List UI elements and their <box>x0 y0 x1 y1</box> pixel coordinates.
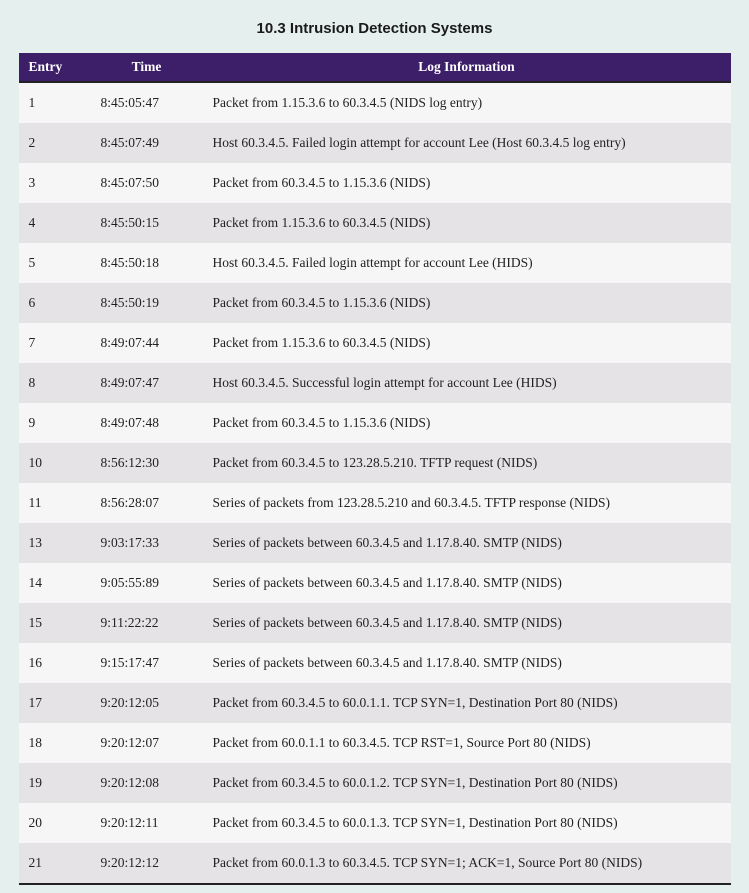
cell-time: 8:56:28:07 <box>91 483 203 523</box>
table-row: 88:49:07:47Host 60.3.4.5. Successful log… <box>19 363 731 403</box>
cell-entry: 16 <box>19 643 91 683</box>
cell-info: Packet from 60.3.4.5 to 60.0.1.1. TCP SY… <box>203 683 731 723</box>
table-row: 199:20:12:08Packet from 60.3.4.5 to 60.0… <box>19 763 731 803</box>
cell-entry: 1 <box>19 82 91 123</box>
cell-info: Packet from 1.15.3.6 to 60.3.4.5 (NIDS) <box>203 323 731 363</box>
cell-info: Packet from 1.15.3.6 to 60.3.4.5 (NIDS l… <box>203 82 731 123</box>
cell-time: 8:49:07:44 <box>91 323 203 363</box>
table-row: 18:45:05:47Packet from 1.15.3.6 to 60.3.… <box>19 82 731 123</box>
cell-entry: 20 <box>19 803 91 843</box>
cell-info: Host 60.3.4.5. Failed login attempt for … <box>203 123 731 163</box>
table-row: 108:56:12:30Packet from 60.3.4.5 to 123.… <box>19 443 731 483</box>
table-row: 28:45:07:49Host 60.3.4.5. Failed login a… <box>19 123 731 163</box>
cell-info: Packet from 1.15.3.6 to 60.3.4.5 (NIDS) <box>203 203 731 243</box>
page: 10.3 Intrusion Detection Systems Entry T… <box>0 0 749 893</box>
cell-time: 8:45:05:47 <box>91 82 203 123</box>
table-row: 179:20:12:05Packet from 60.3.4.5 to 60.0… <box>19 683 731 723</box>
cell-info: Packet from 60.3.4.5 to 60.0.1.3. TCP SY… <box>203 803 731 843</box>
cell-info: Series of packets between 60.3.4.5 and 1… <box>203 563 731 603</box>
cell-info: Packet from 60.3.4.5 to 1.15.3.6 (NIDS) <box>203 283 731 323</box>
cell-time: 9:05:55:89 <box>91 563 203 603</box>
table-row: 219:20:12:12Packet from 60.0.1.3 to 60.3… <box>19 843 731 884</box>
cell-time: 9:20:12:05 <box>91 683 203 723</box>
cell-entry: 18 <box>19 723 91 763</box>
cell-time: 8:56:12:30 <box>91 443 203 483</box>
cell-time: 8:45:50:19 <box>91 283 203 323</box>
table-row: 118:56:28:07Series of packets from 123.2… <box>19 483 731 523</box>
cell-entry: 6 <box>19 283 91 323</box>
table-row: 38:45:07:50Packet from 60.3.4.5 to 1.15.… <box>19 163 731 203</box>
cell-entry: 15 <box>19 603 91 643</box>
cell-entry: 14 <box>19 563 91 603</box>
table-row: 169:15:17:47Series of packets between 60… <box>19 643 731 683</box>
table-row: 149:05:55:89Series of packets between 60… <box>19 563 731 603</box>
cell-entry: 11 <box>19 483 91 523</box>
table-row: 139:03:17:33Series of packets between 60… <box>19 523 731 563</box>
col-header-info: Log Information <box>203 53 731 82</box>
cell-time: 9:15:17:47 <box>91 643 203 683</box>
cell-time: 9:03:17:33 <box>91 523 203 563</box>
cell-entry: 13 <box>19 523 91 563</box>
cell-info: Series of packets between 60.3.4.5 and 1… <box>203 523 731 563</box>
cell-entry: 8 <box>19 363 91 403</box>
cell-info: Host 60.3.4.5. Failed login attempt for … <box>203 243 731 283</box>
table-row: 78:49:07:44Packet from 1.15.3.6 to 60.3.… <box>19 323 731 363</box>
cell-entry: 3 <box>19 163 91 203</box>
cell-time: 8:45:50:15 <box>91 203 203 243</box>
cell-entry: 19 <box>19 763 91 803</box>
cell-info: Packet from 60.3.4.5 to 1.15.3.6 (NIDS) <box>203 403 731 443</box>
cell-info: Series of packets between 60.3.4.5 and 1… <box>203 603 731 643</box>
ids-log-table: Entry Time Log Information 18:45:05:47Pa… <box>19 53 731 885</box>
cell-time: 9:20:12:11 <box>91 803 203 843</box>
col-header-entry: Entry <box>19 53 91 82</box>
cell-time: 9:20:12:08 <box>91 763 203 803</box>
cell-info: Packet from 60.0.1.3 to 60.3.4.5. TCP SY… <box>203 843 731 884</box>
cell-info: Series of packets between 60.3.4.5 and 1… <box>203 643 731 683</box>
cell-entry: 21 <box>19 843 91 884</box>
cell-info: Host 60.3.4.5. Successful login attempt … <box>203 363 731 403</box>
table-row: 68:45:50:19Packet from 60.3.4.5 to 1.15.… <box>19 283 731 323</box>
cell-time: 8:49:07:47 <box>91 363 203 403</box>
cell-time: 9:20:12:07 <box>91 723 203 763</box>
cell-info: Series of packets from 123.28.5.210 and … <box>203 483 731 523</box>
page-title: 10.3 Intrusion Detection Systems <box>0 20 749 37</box>
cell-time: 9:11:22:22 <box>91 603 203 643</box>
cell-entry: 17 <box>19 683 91 723</box>
table-row: 159:11:22:22Series of packets between 60… <box>19 603 731 643</box>
cell-info: Packet from 60.3.4.5 to 123.28.5.210. TF… <box>203 443 731 483</box>
cell-info: Packet from 60.0.1.1 to 60.3.4.5. TCP RS… <box>203 723 731 763</box>
cell-entry: 2 <box>19 123 91 163</box>
cell-entry: 9 <box>19 403 91 443</box>
cell-time: 8:45:07:50 <box>91 163 203 203</box>
cell-entry: 5 <box>19 243 91 283</box>
table-row: 209:20:12:11Packet from 60.3.4.5 to 60.0… <box>19 803 731 843</box>
cell-info: Packet from 60.3.4.5 to 1.15.3.6 (NIDS) <box>203 163 731 203</box>
table-body: 18:45:05:47Packet from 1.15.3.6 to 60.3.… <box>19 82 731 884</box>
col-header-time: Time <box>91 53 203 82</box>
cell-info: Packet from 60.3.4.5 to 60.0.1.2. TCP SY… <box>203 763 731 803</box>
cell-entry: 7 <box>19 323 91 363</box>
table-row: 58:45:50:18Host 60.3.4.5. Failed login a… <box>19 243 731 283</box>
cell-time: 8:49:07:48 <box>91 403 203 443</box>
cell-entry: 4 <box>19 203 91 243</box>
table-row: 98:49:07:48Packet from 60.3.4.5 to 1.15.… <box>19 403 731 443</box>
cell-time: 8:45:07:49 <box>91 123 203 163</box>
table-header: Entry Time Log Information <box>19 53 731 82</box>
table-row: 48:45:50:15Packet from 1.15.3.6 to 60.3.… <box>19 203 731 243</box>
cell-entry: 10 <box>19 443 91 483</box>
table-row: 189:20:12:07Packet from 60.0.1.1 to 60.3… <box>19 723 731 763</box>
cell-time: 8:45:50:18 <box>91 243 203 283</box>
cell-time: 9:20:12:12 <box>91 843 203 884</box>
